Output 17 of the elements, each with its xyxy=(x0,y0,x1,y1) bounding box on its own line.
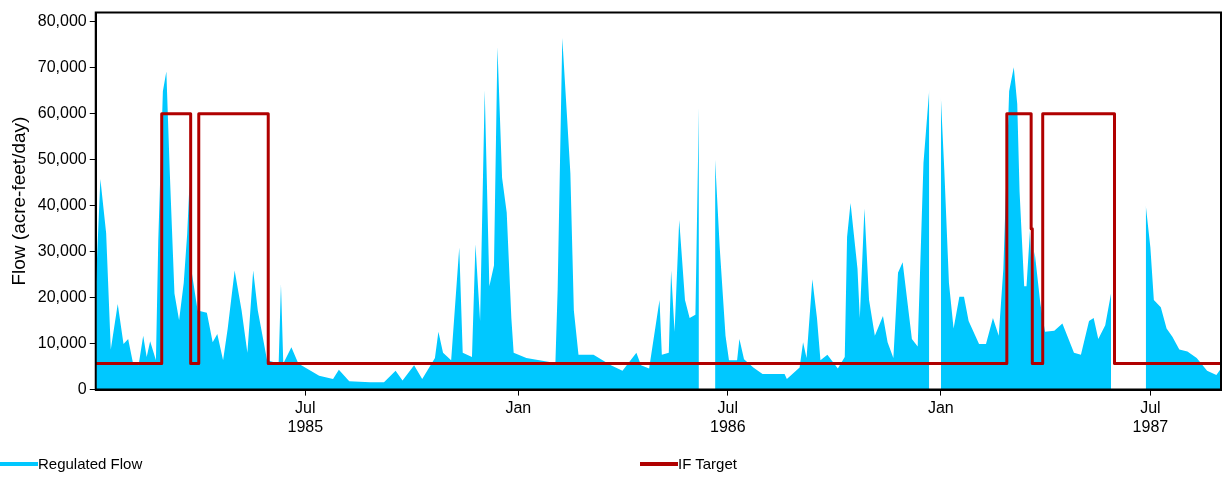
y-tick-label: 20,000 xyxy=(37,288,87,306)
x-tick-label: Jan xyxy=(505,398,532,416)
y-tick-label: 0 xyxy=(77,380,87,398)
legend-label: Regulated Flow xyxy=(38,455,143,472)
x-tick-label: Jan xyxy=(927,398,954,416)
y-tick-label: 40,000 xyxy=(37,196,87,214)
y-axis-title: Flow (acre-feet/day) xyxy=(7,116,29,286)
x-tick-label: Jul 1986 xyxy=(710,398,746,435)
x-tick-label: Jul 1987 xyxy=(1132,398,1169,435)
y-tick-label: 80,000 xyxy=(37,12,87,30)
x-tick-label: Jul 1985 xyxy=(287,398,324,435)
y-tick-label: 50,000 xyxy=(37,150,87,168)
legend-label: IF Target xyxy=(678,455,737,472)
y-tick-label: 30,000 xyxy=(37,242,87,260)
y-tick-label: 70,000 xyxy=(37,58,87,76)
y-tick-label: 10,000 xyxy=(37,334,87,352)
y-tick-label: 60,000 xyxy=(37,104,87,122)
